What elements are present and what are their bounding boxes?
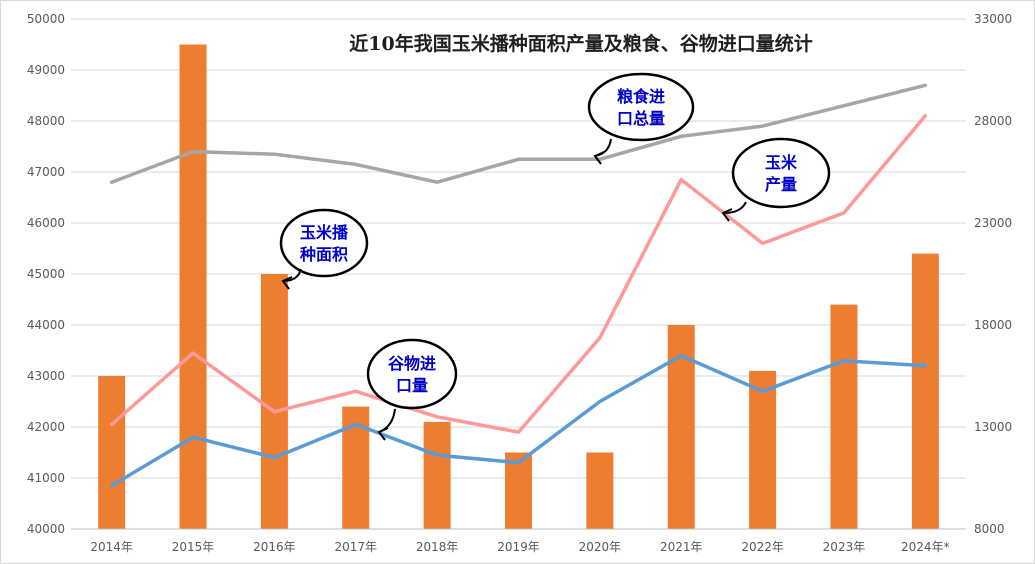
bar-corn_area xyxy=(586,452,614,529)
line-corn_output xyxy=(109,114,928,434)
callout-text-output: 玉米 xyxy=(765,153,798,172)
callout-bubble-cereal xyxy=(366,338,458,410)
x-tick-label: 2022年 xyxy=(741,540,784,554)
callout-text-area: 玉米播 xyxy=(300,223,349,242)
y-right-tick-label: 13000 xyxy=(974,420,1012,434)
callout-arrowhead-grain xyxy=(593,151,605,165)
y-left-tick-label: 48000 xyxy=(27,114,65,128)
y-left-tick-label: 42000 xyxy=(27,420,65,434)
callout-arrowhead-cereal xyxy=(377,427,389,441)
callout-bubble-output xyxy=(731,137,831,209)
x-tick-label: 2014年 xyxy=(90,540,133,554)
x-tick-label: 2019年 xyxy=(497,540,540,554)
x-tick-label: 2015年 xyxy=(172,540,215,554)
y-left-tick-label: 44000 xyxy=(27,318,65,332)
chart-title: 近10年我国玉米播种面积产量及粮食、谷物进口量统计 xyxy=(349,32,812,55)
callout-text-cereal: 谷物进 xyxy=(388,354,436,373)
bar-corn_area xyxy=(98,376,126,529)
bar-corn_area xyxy=(423,421,451,529)
x-tick-label: 2020年 xyxy=(579,540,622,554)
callout-text-area: 种面积 xyxy=(299,245,348,264)
callout-text-grain: 粮食进 xyxy=(617,87,665,106)
callout-arrowhead-area xyxy=(281,276,293,290)
y-left-tick-label: 40000 xyxy=(27,522,65,536)
line-series xyxy=(109,83,928,488)
y-right-tick-label: 18000 xyxy=(974,318,1012,332)
line-grain_import_total xyxy=(109,83,928,184)
bar-corn_area xyxy=(505,452,532,529)
y-right-tick-label: 28000 xyxy=(974,114,1012,128)
bar-corn_area xyxy=(260,274,288,529)
callout-bubble-area xyxy=(279,208,369,278)
x-tick-label: 2023年 xyxy=(823,540,866,554)
gridlines xyxy=(71,18,966,530)
y-right-tick-label: 8000 xyxy=(974,522,1005,536)
y-left-tick-label: 43000 xyxy=(27,369,65,383)
x-tick-label: 2018年 xyxy=(416,540,459,554)
x-tick-label: 2017年 xyxy=(334,540,377,554)
callout-arrowhead-output xyxy=(721,208,733,222)
callout-text-output: 产量 xyxy=(765,175,797,194)
y-left-tick-label: 41000 xyxy=(27,471,65,485)
bar-corn_area xyxy=(830,304,858,529)
callout-text-cereal: 口量 xyxy=(396,376,428,395)
y-right-tick-label: 33000 xyxy=(974,12,1012,26)
x-tick-label: 2024年* xyxy=(901,540,950,554)
callout-text-grain: 口总量 xyxy=(617,109,665,128)
y-left-tick-label: 47000 xyxy=(27,165,65,179)
bar-series-corn-area xyxy=(98,44,939,529)
y-left-tick-label: 49000 xyxy=(27,63,65,77)
y-left-tick-label: 50000 xyxy=(27,12,65,26)
x-tick-label: 2021年 xyxy=(660,540,703,554)
bar-corn_area xyxy=(179,44,207,529)
callout-bubble-grain xyxy=(587,72,695,142)
y-left-tick-label: 46000 xyxy=(27,216,65,230)
bar-corn_area xyxy=(749,370,777,529)
y-left-tick-label: 45000 xyxy=(27,267,65,281)
bar-corn_area xyxy=(911,253,939,529)
line-cereal_import xyxy=(109,353,928,488)
y-right-tick-label: 23000 xyxy=(974,216,1012,230)
axes: 40000 41000 42000 43000 44000 45000 46000 47000… xyxy=(27,12,1012,554)
callout-arrow-output xyxy=(722,201,747,215)
x-tick-label: 2016年 xyxy=(253,540,296,554)
